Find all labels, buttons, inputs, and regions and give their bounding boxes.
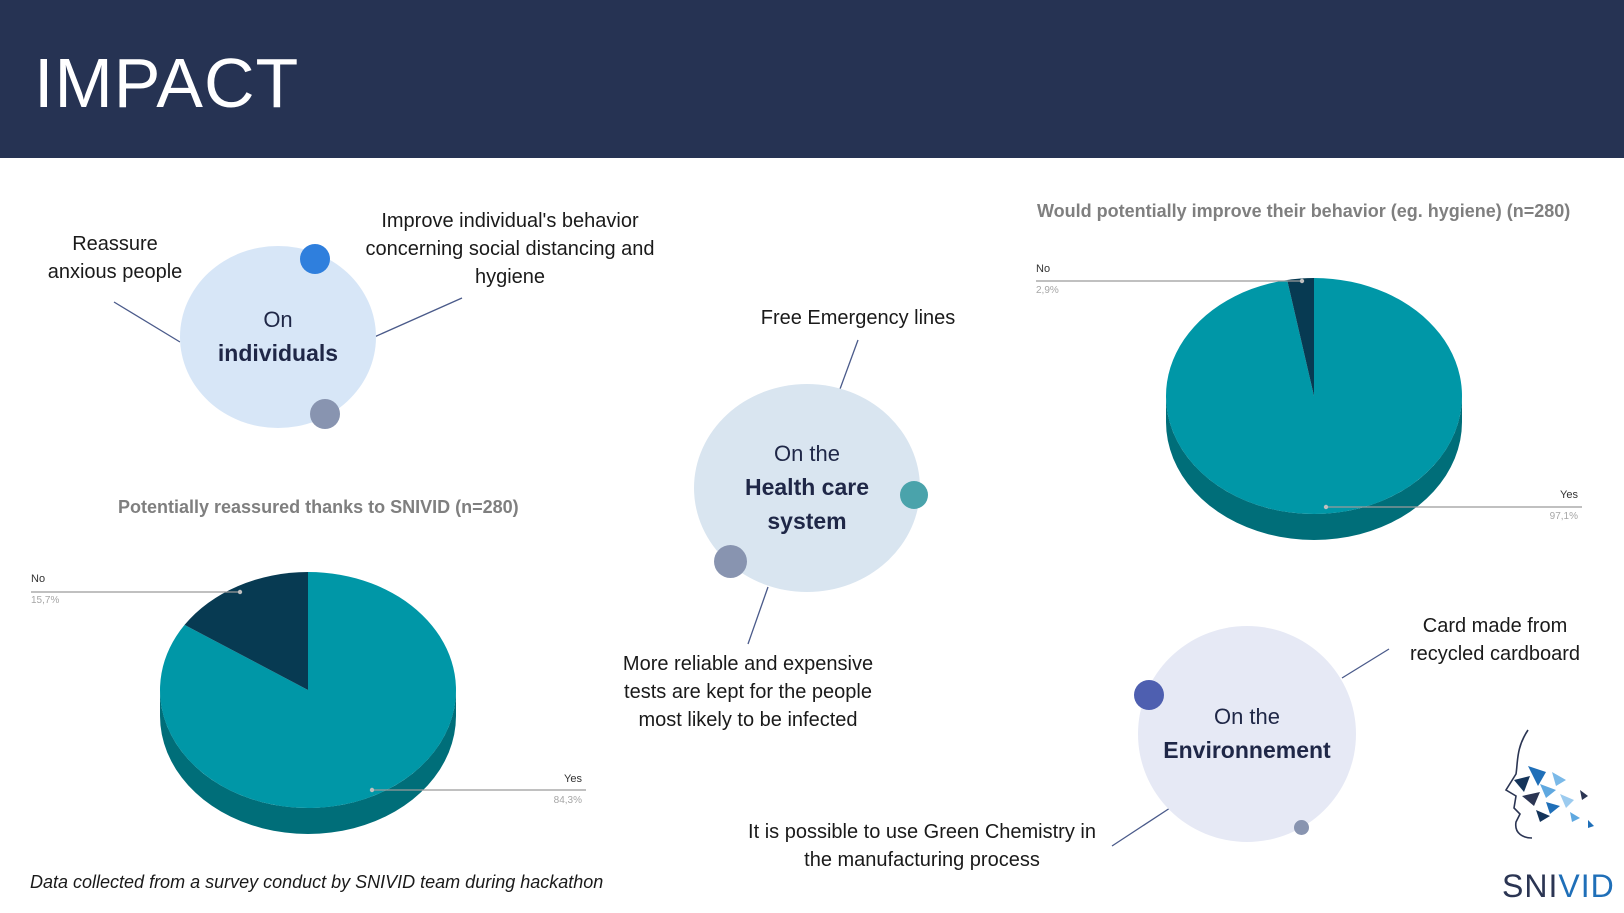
connector-emergency	[839, 339, 859, 390]
pie-label-no: No	[1036, 263, 1050, 275]
pie-label-yes: Yes	[1560, 489, 1578, 501]
bubble-environment: On the Environnement	[1138, 626, 1356, 842]
label-card: Card made from recycled cardboard	[1409, 615, 1581, 665]
page-title: IMPACT	[34, 44, 300, 122]
bubble-individuals: On individuals	[180, 246, 376, 428]
pie-slice-no	[184, 572, 308, 690]
bubble-individuals-line1: On	[263, 307, 293, 332]
chart-title-reassured: Potentially reassured thanks to SNIVID (…	[118, 497, 519, 517]
pie-chart-behavior: Yes 97,1% No 2,9%	[1036, 263, 1582, 540]
gray-dot-health	[714, 545, 747, 578]
pie-leader-dot-yes	[1323, 504, 1329, 510]
pie-leader-dot-yes	[369, 787, 375, 793]
pie-side-yes	[160, 690, 456, 834]
pie-value-yes: 97,1%	[1550, 511, 1578, 522]
footnote: Data collected from a survey conduct by …	[30, 872, 604, 892]
logo-part2: VID	[1558, 868, 1615, 904]
bubble-environment-line1: On the	[1213, 704, 1281, 729]
label-green: It is possible to use Green Chemistry in…	[748, 821, 1096, 871]
connector-reassure	[113, 301, 181, 343]
pie-slice-yes	[160, 572, 457, 808]
pie-value-no: 2,9%	[1036, 285, 1059, 296]
label-reassure: Reassure anxious people	[47, 233, 183, 283]
pie-side-yes	[1166, 396, 1462, 540]
label-tests: More reliable and expensive tests are ke…	[622, 653, 874, 731]
pie-leader-dot-no	[1299, 278, 1305, 284]
pie-leader-dot-no	[237, 589, 243, 595]
logo-part1: SNI	[1502, 868, 1559, 904]
pie-label-yes: Yes	[564, 773, 582, 785]
pie-value-no: 15,7%	[31, 595, 59, 606]
blue-dot	[300, 244, 330, 274]
chart-title-behavior: Would potentially improve their behavior…	[1037, 201, 1571, 221]
pie-slice-no	[1287, 278, 1314, 396]
bubble-environment-strong: Environnement	[1163, 737, 1331, 763]
logo-wordmark: SNIVID	[1502, 868, 1615, 905]
header-bar: IMPACT	[0, 0, 1624, 158]
connector-tests	[747, 586, 769, 645]
connector-card	[1341, 648, 1390, 679]
pie-chart-reassured: Yes 84,3% No 15,7%	[31, 572, 586, 834]
gray-dot	[310, 399, 340, 429]
teal-dot	[900, 481, 928, 509]
bubble-health-line1: On the	[773, 441, 841, 466]
pie-label-no: No	[31, 573, 45, 585]
logo-face-icon	[1504, 729, 1594, 839]
label-improve: Improve individual's behavior concerning…	[365, 210, 655, 288]
connector-green	[1111, 807, 1171, 847]
pie-value-yes: 84,3%	[554, 795, 582, 806]
bubble-individuals-strong: individuals	[217, 340, 339, 366]
connector-improve	[371, 297, 463, 339]
small-gray-dot	[1294, 820, 1309, 835]
label-emergency: Free Emergency lines	[760, 307, 956, 329]
bubble-health-strong: Health care system	[744, 474, 869, 534]
indigo-dot	[1134, 680, 1164, 710]
